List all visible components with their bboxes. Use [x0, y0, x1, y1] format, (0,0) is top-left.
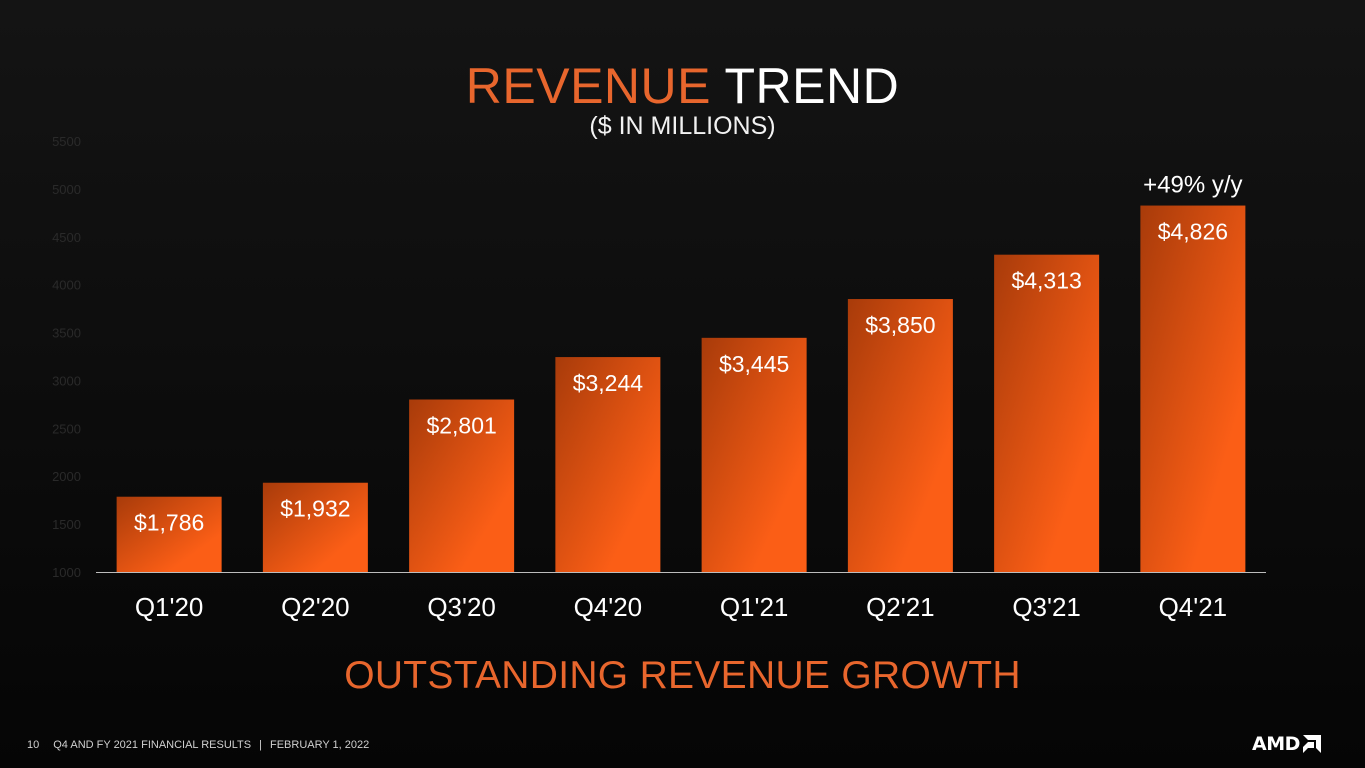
- title-accent: REVENUE: [465, 58, 711, 114]
- bars-group: [116, 205, 1246, 572]
- y-axis: 1000 1500 2000 2500 3000 3500 4000 4500 5000 5500: [52, 134, 81, 580]
- logo-text: AMD: [1252, 733, 1300, 755]
- slide-title: REVENUE TREND: [0, 56, 1365, 116]
- x-tick-label: Q2'21: [866, 592, 935, 622]
- x-tick-label: Q3'21: [1012, 592, 1081, 622]
- y-tick-label: 4500: [52, 230, 81, 245]
- y-tick-label: 5000: [52, 182, 81, 197]
- bar: [409, 399, 515, 572]
- title-rest: TREND: [724, 58, 900, 114]
- bar-value-label: $3,244: [573, 370, 644, 396]
- footer-doc-title: Q4 AND FY 2021 FINANCIAL RESULTS: [53, 739, 252, 751]
- y-tick-label: 3500: [52, 326, 81, 341]
- y-tick-label: 2500: [52, 421, 81, 436]
- bar-value-label: $2,801: [426, 413, 496, 439]
- bar: [1140, 205, 1246, 572]
- x-tick-label: Q3'20: [427, 592, 496, 622]
- y-tick-label: 1500: [52, 517, 81, 532]
- bar: [847, 299, 953, 572]
- footer-separator: |: [259, 739, 262, 751]
- x-tick-label: Q2'20: [281, 592, 350, 622]
- bar: [994, 254, 1100, 572]
- growth-annotation: +49% y/y: [1143, 172, 1242, 199]
- bar: [262, 482, 368, 572]
- amd-logo: AMD: [1252, 733, 1321, 755]
- bar-value-label: $3,445: [719, 351, 789, 377]
- bar-value-label: $4,826: [1158, 219, 1228, 245]
- y-tick-label: 2000: [52, 469, 81, 484]
- y-tick-label: 5500: [52, 134, 81, 149]
- y-tick-label: 1000: [52, 565, 81, 580]
- page-number: 10: [27, 739, 40, 751]
- y-tick-label: 4000: [52, 278, 81, 293]
- bar: [701, 337, 807, 572]
- y-tick-label: 3000: [52, 373, 81, 388]
- x-axis: Q1'20 Q2'20 Q3'20 Q4'20 Q1'21 Q2'21 Q3'21 Q4'21: [135, 592, 1227, 622]
- amd-arrow-icon: [1302, 735, 1321, 753]
- bar-value-label: $1,786: [134, 510, 204, 536]
- value-labels-group: $1,786 $1,932 $2,801 $3,244 $3,445 $3,850 $4,3…: [134, 219, 1228, 536]
- x-tick-label: Q1'20: [135, 592, 204, 622]
- bar-value-label: $3,850: [865, 312, 935, 338]
- bar-value-label: $1,932: [280, 496, 350, 522]
- slide-tagline: OUTSTANDING REVENUE GROWTH: [344, 654, 1021, 697]
- bar: [116, 496, 222, 572]
- slide-subtitle: ($ IN MILLIONS): [589, 112, 776, 140]
- footer-date: FEBRUARY 1, 2022: [269, 739, 370, 751]
- x-tick-label: Q1'21: [720, 592, 789, 622]
- footer: 10 Q4 AND FY 2021 FINANCIAL RESULTS | FEBRU…: [27, 739, 369, 752]
- x-tick-label: Q4'21: [1159, 592, 1228, 622]
- bar-value-label: $4,313: [1011, 268, 1081, 294]
- bar: [555, 357, 661, 572]
- x-tick-label: Q4'20: [574, 592, 643, 622]
